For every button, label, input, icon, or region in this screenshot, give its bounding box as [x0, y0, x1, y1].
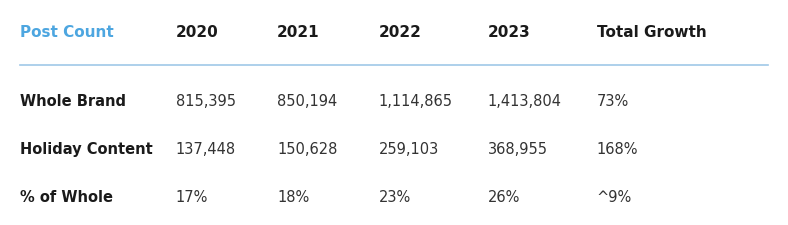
- Text: 368,955: 368,955: [488, 142, 548, 157]
- Text: Post Count: Post Count: [20, 25, 113, 40]
- Text: 17%: 17%: [176, 189, 208, 205]
- Text: 1,114,865: 1,114,865: [378, 94, 452, 109]
- Text: 2021: 2021: [277, 25, 320, 40]
- Text: 150,628: 150,628: [277, 142, 337, 157]
- Text: 73%: 73%: [597, 94, 629, 109]
- Text: Whole Brand: Whole Brand: [20, 94, 126, 109]
- Text: 2020: 2020: [176, 25, 218, 40]
- Text: Total Growth: Total Growth: [597, 25, 707, 40]
- Text: % of Whole: % of Whole: [20, 189, 113, 205]
- Text: 850,194: 850,194: [277, 94, 337, 109]
- Text: 26%: 26%: [488, 189, 520, 205]
- Text: 168%: 168%: [597, 142, 638, 157]
- Text: 23%: 23%: [378, 189, 411, 205]
- Text: 259,103: 259,103: [378, 142, 439, 157]
- Text: 137,448: 137,448: [176, 142, 236, 157]
- Text: 815,395: 815,395: [176, 94, 236, 109]
- Text: 18%: 18%: [277, 189, 310, 205]
- Text: ^9%: ^9%: [597, 189, 632, 205]
- Text: 2022: 2022: [378, 25, 422, 40]
- Text: 2023: 2023: [488, 25, 530, 40]
- Text: Holiday Content: Holiday Content: [20, 142, 153, 157]
- Text: 1,413,804: 1,413,804: [488, 94, 562, 109]
